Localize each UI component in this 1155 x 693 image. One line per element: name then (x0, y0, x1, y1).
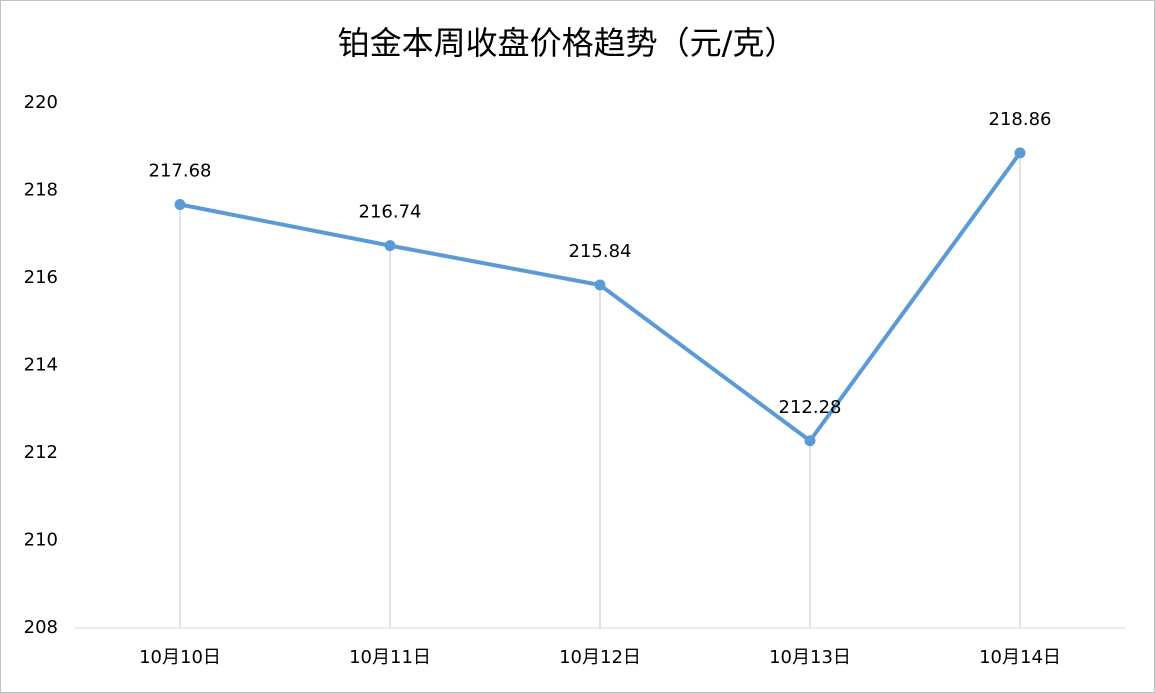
y-tick-label: 208 (24, 617, 58, 638)
x-tick-label: 10月11日 (349, 647, 431, 668)
y-tick-label: 212 (24, 442, 58, 463)
y-tick-label: 220 (24, 92, 58, 113)
data-label: 216.74 (359, 202, 422, 223)
x-tick-label: 10月12日 (559, 647, 641, 668)
data-point (384, 240, 396, 252)
data-point (1014, 147, 1026, 159)
y-tick-label: 216 (24, 267, 58, 288)
x-tick-label: 10月13日 (769, 647, 851, 668)
data-point (804, 435, 816, 447)
data-label: 212.28 (779, 397, 842, 418)
y-tick-label: 214 (24, 355, 58, 376)
data-point (174, 199, 186, 210)
x-tick-label: 10月10日 (139, 647, 221, 668)
data-label: 217.68 (149, 161, 212, 182)
x-tick-label: 10月14日 (979, 647, 1061, 668)
data-point (594, 279, 606, 291)
data-label: 215.84 (569, 241, 632, 262)
y-tick-label: 218 (24, 180, 58, 201)
data-label: 218.86 (989, 109, 1052, 130)
chart-title: 铂金本周收盘价格趋势（元/克） (338, 24, 797, 62)
y-tick-label: 210 (24, 530, 58, 551)
